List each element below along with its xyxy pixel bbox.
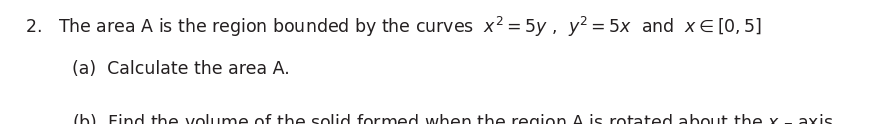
Text: 2.   The area A is the region bounded by the curves  $x^2 = 5y$ ,  $y^2 = 5x$  a: 2. The area A is the region bounded by t… xyxy=(25,15,762,39)
Text: (b)  Find the volume of the solid formed when the region A is rotated about the : (b) Find the volume of the solid formed … xyxy=(72,112,837,124)
Text: (a)  Calculate the area A.: (a) Calculate the area A. xyxy=(72,60,290,78)
